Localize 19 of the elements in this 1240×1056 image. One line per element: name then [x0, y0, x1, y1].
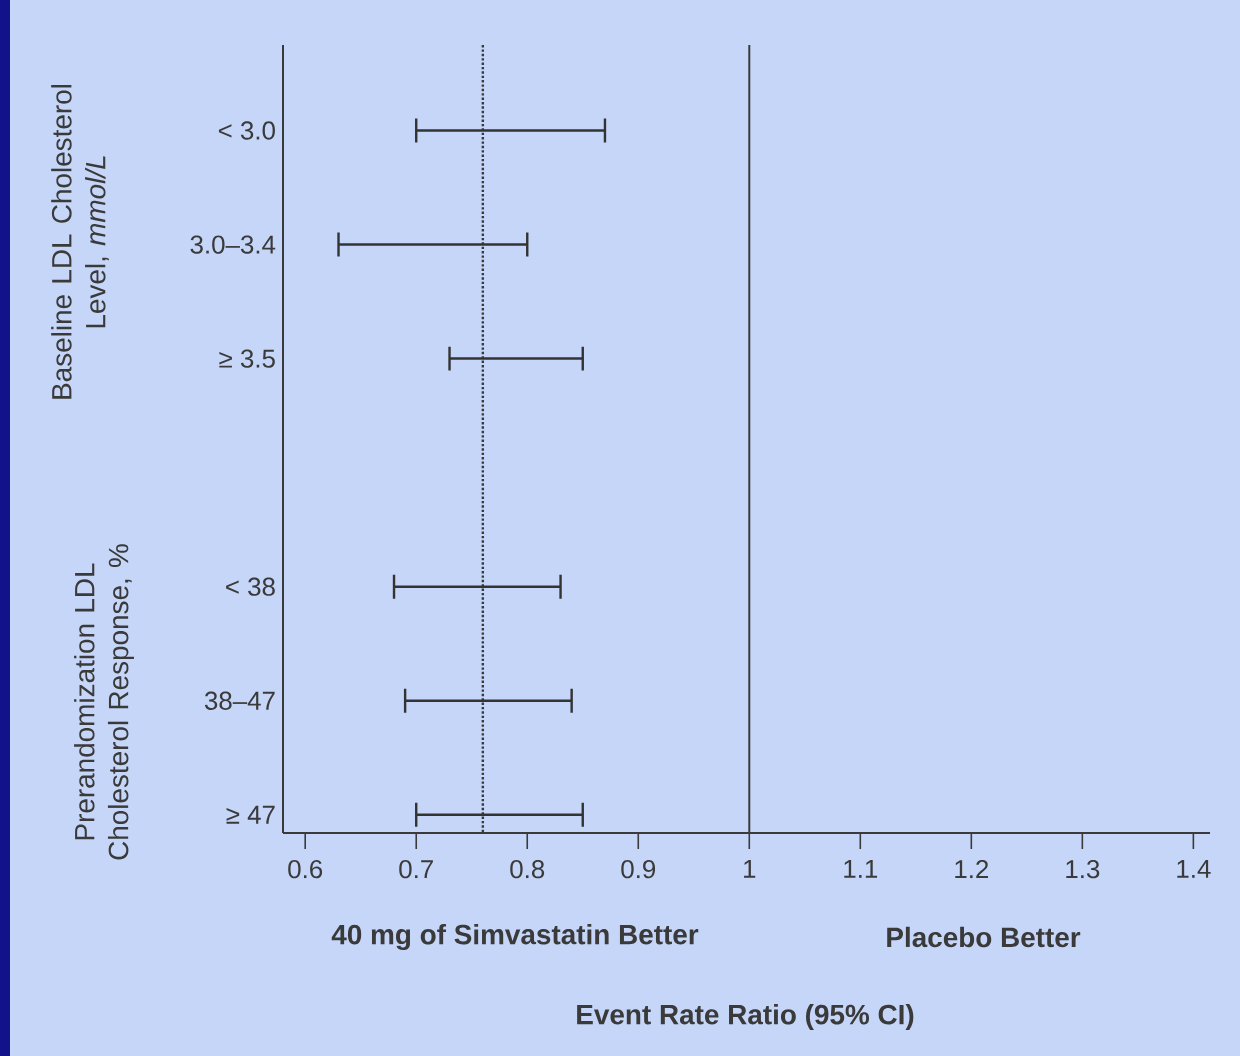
x-tick-label: 1.1	[844, 859, 878, 878]
x-tick-label: 1.4	[1177, 859, 1211, 878]
y-tick-label: < 3.0	[218, 121, 275, 140]
x-tick-label: 0.9	[621, 859, 656, 879]
y-tick-label: < 38	[226, 577, 275, 596]
x-axis-title: Event Rate Ratio (95% CI)	[577, 1003, 914, 1030]
x-tick-label: 1.2	[955, 859, 989, 879]
text: Placebo Better	[887, 926, 1081, 948]
y-tick-label: ≥ 47	[226, 805, 275, 824]
y-tick-label: 38–47	[204, 691, 275, 710]
x-tick-label: 0.6	[288, 859, 323, 879]
y-tick-label: ≥ 3.5	[219, 349, 275, 368]
x-tick-label: 0.7	[399, 859, 433, 879]
text: 40 mg of Simvastatin Better	[331, 923, 699, 951]
x-tick-label: 1	[744, 859, 756, 878]
x-tick-label: 0.8	[510, 859, 545, 879]
y-tick-label: 3.0–3.4	[190, 235, 276, 254]
x-tick-label: 1.3	[1066, 859, 1100, 879]
text: Prerandomization LDL Cholesterol Response, %	[74, 544, 134, 860]
